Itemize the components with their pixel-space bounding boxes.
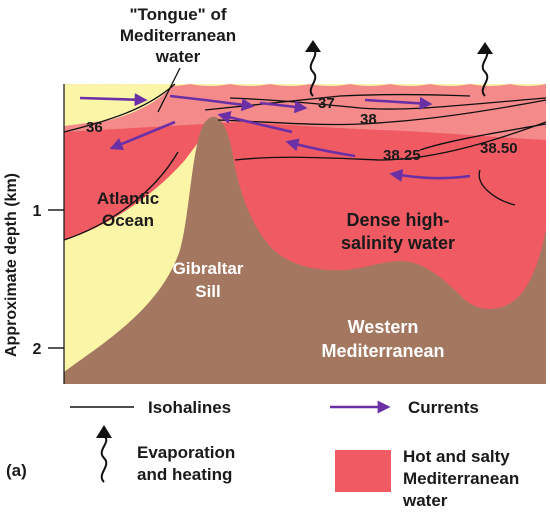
legend-isohalines-label: Isohalines (148, 398, 231, 417)
evaporation-arrow-icon (477, 42, 493, 97)
legend-evaporation-line-1: Evaporation (137, 443, 235, 462)
sill-label-line-1: Gibraltar (173, 259, 244, 278)
isohaline-line-36-upper (63, 83, 176, 133)
tongue-title-line-1: "Tongue" of (129, 5, 226, 24)
legend-hot-salty-line-1: Hot and salty (403, 447, 510, 466)
seabed-landmass (64, 116, 546, 384)
evaporation-arrow-icon (305, 40, 321, 97)
current-arrow-inflow-2 (169, 94, 255, 112)
current-arrow-surface-4 (364, 96, 433, 110)
tongue-title-line-3: water (155, 47, 201, 66)
current-arrow-outflow-2 (217, 111, 293, 134)
isohaline-line-38-50-lower (478, 169, 516, 206)
atlantic-label-line-1: Atlantic (97, 189, 159, 208)
y-tick-label-1: 1 (33, 203, 42, 220)
panel-label: (a) (6, 461, 27, 480)
atlantic-label-line-2: Ocean (102, 211, 154, 230)
legend-hot-salty-line-2: Mediterranean (403, 469, 519, 488)
isohaline-label-38-25: 38.25 (383, 147, 421, 164)
current-arrow-outflow-1 (109, 120, 176, 151)
isohaline-surface-37 (229, 97, 547, 110)
legend-evaporation-line-2: and heating (137, 465, 232, 484)
y-axis-label: Approximate depth (km) (3, 173, 20, 357)
legend-currents-label: Currents (408, 398, 479, 417)
isohaline-label-38: 38 (360, 111, 377, 128)
isohaline-line-38-50 (419, 123, 547, 151)
western-label-line-1: Western (348, 317, 419, 337)
isohaline-line-38-25 (234, 121, 547, 161)
y-tick-label-2: 2 (33, 341, 42, 358)
legend-hot-salty-line-3: water (402, 491, 448, 510)
isohaline-label-37: 37 (318, 95, 335, 112)
isohaline-label-36: 36 (86, 119, 103, 136)
evaporation-arrow-icon (96, 425, 112, 483)
dense-water-label-line-2: salinity water (341, 233, 455, 253)
current-arrow-deep-1 (285, 138, 356, 158)
isohaline-line-36 (63, 151, 179, 241)
isohaline-line-38 (217, 99, 547, 126)
current-arrow-inflow-1 (79, 93, 148, 107)
current-arrow-deep-2 (389, 169, 471, 182)
sill-label-line-2: Sill (195, 282, 221, 301)
tongue-title-line-2: Mediterranean (120, 26, 236, 45)
tongue-leader-line (157, 67, 181, 113)
current-arrow-surface-3 (259, 100, 308, 114)
legend-hot-salty-swatch (335, 450, 391, 492)
dense-water-label-line-1: Dense high- (346, 210, 449, 230)
western-label-line-2: Mediterranean (321, 341, 444, 361)
isohaline-label-38-50: 38.50 (480, 140, 518, 157)
